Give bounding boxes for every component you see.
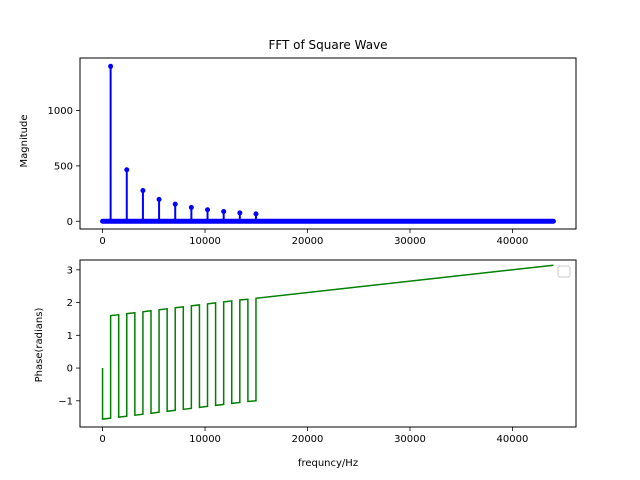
magnitude-y-tick-label: 1000 xyxy=(48,106,73,117)
magnitude-x-tick-label: 30000 xyxy=(394,236,426,247)
magnitude-x-tick-label: 10000 xyxy=(189,236,221,247)
phase-y-axis-label: Phase(radians) xyxy=(34,308,45,383)
magnitude-y-tick-label: 0 xyxy=(67,217,73,228)
magnitude-plot-area xyxy=(100,63,556,224)
magnitude-ticks: 0 10000 20000 30000 40000 0 500 1000 xyxy=(48,106,529,247)
legend-box xyxy=(557,265,571,278)
stem-marker xyxy=(188,204,194,210)
stem-marker xyxy=(172,201,178,207)
phase-y-tick-label: 2 xyxy=(67,298,73,309)
phase-axes: Phase(radians) frequncy/Hz 0 10000 20000 30… xyxy=(34,259,577,469)
magnitude-y-axis-label: Magnitude xyxy=(19,115,30,168)
phase-x-tick-label: 40000 xyxy=(497,434,529,445)
phase-series-line xyxy=(101,264,554,420)
stem-marker xyxy=(140,187,146,193)
phase-ticks: 0 10000 20000 30000 40000 −1 0 1 2 3 xyxy=(58,265,528,445)
stem-marker xyxy=(253,211,259,217)
stem-marker xyxy=(108,63,114,69)
magnitude-x-tick-label: 40000 xyxy=(497,236,529,247)
magnitude-x-tick-label: 0 xyxy=(99,236,105,247)
phase-x-tick-label: 0 xyxy=(99,434,105,445)
phase-x-tick-label: 10000 xyxy=(189,434,221,445)
stem-marker xyxy=(205,207,211,213)
phase-y-tick-label: 1 xyxy=(67,331,73,342)
phase-y-tick-label: 0 xyxy=(67,364,73,375)
phase-y-tick-label: 3 xyxy=(67,265,73,276)
stem-marker xyxy=(156,196,162,202)
magnitude-axes-frame xyxy=(79,57,577,230)
baseline-point xyxy=(551,219,556,224)
stem-marker xyxy=(221,209,227,215)
phase-x-axis-label: frequncy/Hz xyxy=(298,458,358,469)
phase-plot-area xyxy=(101,264,554,420)
stem-marker xyxy=(124,167,130,173)
phase-x-tick-label: 20000 xyxy=(292,434,324,445)
chart-title: FFT of Square Wave xyxy=(268,38,387,52)
stem-marker xyxy=(237,210,243,216)
magnitude-x-tick-label: 20000 xyxy=(292,236,324,247)
magnitude-axes: FFT of Square Wave Magnitude 0 10000 20000… xyxy=(19,38,577,247)
phase-x-tick-label: 30000 xyxy=(394,434,426,445)
magnitude-y-tick-label: 500 xyxy=(54,161,73,172)
phase-y-tick-label: −1 xyxy=(58,396,73,407)
phase-axes-frame xyxy=(79,259,577,428)
